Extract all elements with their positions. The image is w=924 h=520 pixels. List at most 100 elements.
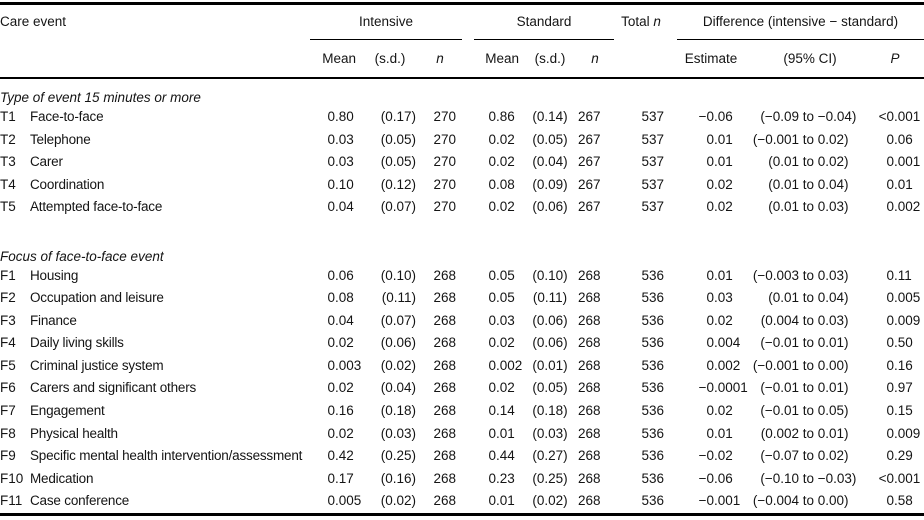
- cell-intensive-sd: (0.11): [381, 290, 416, 306]
- cell-intensive-n: 270: [433, 109, 456, 124]
- cell-standard-sd: (0.02): [532, 493, 568, 509]
- cell-standard-sd: (0.11): [532, 290, 568, 306]
- row-code: F10: [0, 470, 24, 486]
- row-label: Carer: [30, 154, 63, 170]
- care-event-cell: T2 Telephone: [0, 129, 310, 152]
- cell-total-n: 537: [641, 109, 664, 124]
- cell-standard-mean: 0.08: [488, 176, 515, 192]
- row-label: Medication: [30, 470, 94, 486]
- cell-standard-mean: 0.05: [488, 290, 515, 306]
- cell-standard-mean: 0.86: [488, 109, 515, 124]
- top-rule: [0, 2, 924, 5]
- cell-95ci: (−0.01 to 0.01): [760, 335, 849, 351]
- cell-intensive-mean: 0.005: [327, 493, 362, 509]
- cell-total-n: 536: [641, 470, 664, 486]
- cell-95ci: (−0.01 to 0.05): [760, 403, 849, 419]
- cell-intensive-sd: (0.12): [380, 176, 416, 192]
- row-label: Face-to-face: [30, 109, 104, 124]
- col-group-standard-label: Standard: [516, 14, 572, 29]
- cell-p-value: 0.58: [886, 493, 913, 509]
- cell-total-n: 537: [641, 154, 664, 170]
- table-row: F11 Case conference 0.005 (0.02) 268 0.01 (0.0…: [0, 490, 924, 513]
- row-code: F6: [0, 380, 16, 396]
- cell-intensive-n: 268: [433, 357, 456, 373]
- cell-standard-n: 268: [578, 380, 601, 396]
- cell-intensive-mean: 0.03: [327, 154, 354, 170]
- cell-intensive-mean: 0.02: [327, 425, 354, 441]
- row-label: Daily living skills: [30, 335, 124, 351]
- cell-95ci: (−0.001 to 0.00): [752, 357, 849, 373]
- cell-p-value: 0.16: [886, 357, 913, 373]
- cell-total-n: 536: [641, 493, 664, 509]
- cell-intensive-sd: (0.04): [380, 380, 416, 396]
- cell-standard-n: 267: [578, 199, 601, 215]
- cell-intensive-sd: (0.02): [380, 493, 416, 509]
- cell-intensive-mean: 0.06: [327, 267, 354, 283]
- cell-intensive-mean: 0.02: [327, 380, 354, 396]
- cell-standard-n: 268: [578, 448, 601, 464]
- care-event-cell: F10 Medication: [0, 468, 310, 491]
- row-label: Finance: [30, 312, 77, 328]
- cell-total-n: 536: [641, 312, 664, 328]
- cell-intensive-sd: (0.07): [380, 199, 416, 215]
- cell-standard-sd: (0.06): [532, 335, 568, 351]
- cell-standard-sd: (0.09): [532, 176, 568, 192]
- row-code: F8: [0, 425, 16, 441]
- cell-standard-n: 267: [578, 109, 601, 124]
- cell-p-value: 0.005: [886, 290, 921, 306]
- cell-95ci: (−0.10 to −0.03): [760, 470, 857, 486]
- cell-intensive-n: 268: [433, 380, 456, 396]
- row-label: Occupation and leisure: [30, 290, 164, 306]
- cell-standard-n: 268: [578, 312, 601, 328]
- care-event-cell: F7 Engagement: [0, 400, 310, 423]
- cell-intensive-mean: 0.42: [327, 448, 354, 464]
- row-label: Housing: [30, 267, 79, 283]
- row-code: T1: [0, 109, 16, 124]
- cell-standard-mean: 0.03: [488, 312, 515, 328]
- cell-standard-sd: (0.06): [532, 312, 568, 328]
- col-group-intensive-label: Intensive: [358, 14, 414, 29]
- cell-standard-sd: (0.05): [532, 131, 568, 147]
- row-code: F1: [0, 267, 16, 283]
- cell-95ci: (−0.003 to 0.03): [752, 267, 849, 283]
- col-header-standard-mean: Mean: [485, 51, 519, 66]
- col-header-care-event: Care event: [0, 14, 67, 29]
- care-event-cell: T1 Face-to-face: [0, 106, 310, 129]
- cell-95ci: (−0.09 to −0.04): [760, 109, 857, 124]
- table-row: T4 Coordination 0.10 (0.12) 270 0.08 (0.09) 267…: [0, 174, 924, 197]
- row-label: Case conference: [30, 493, 130, 509]
- col-group-difference-label: Difference (intensive − standard): [702, 14, 899, 29]
- care-event-cell: T3 Carer: [0, 151, 310, 174]
- cell-intensive-n: 268: [433, 425, 456, 441]
- row-label: Criminal justice system: [30, 357, 164, 373]
- cell-intensive-sd: (0.05): [380, 154, 416, 170]
- cell-difference-estimate: 0.03: [706, 290, 733, 306]
- care-event-cell: F1 Housing: [0, 265, 310, 288]
- cell-95ci: (−0.004 to 0.00): [752, 493, 849, 509]
- cell-p-value: 0.50: [886, 335, 913, 351]
- cell-intensive-mean: 0.80: [327, 109, 354, 124]
- care-event-cell: F5 Criminal justice system: [0, 355, 310, 378]
- cell-intensive-sd: (0.07): [380, 312, 416, 328]
- row-code: F2: [0, 290, 16, 306]
- table-row: F5 Criminal justice system 0.003 (0.02) 268 0…: [0, 355, 924, 378]
- cell-standard-n: 268: [578, 425, 601, 441]
- cell-95ci: (−0.07 to 0.02): [760, 448, 849, 464]
- cell-difference-estimate: 0.01: [706, 267, 733, 283]
- cell-total-n: 537: [641, 199, 664, 215]
- care-event-cell: F3 Finance: [0, 310, 310, 333]
- cell-standard-n: 268: [578, 335, 601, 351]
- cell-total-n: 536: [641, 448, 664, 464]
- cell-difference-estimate: 0.01: [706, 131, 733, 147]
- cell-standard-n: 268: [578, 493, 601, 509]
- cell-intensive-n: 268: [433, 267, 456, 283]
- section-header: Focus of face-to-face event: [0, 248, 164, 264]
- bottom-rule: [0, 512, 924, 516]
- cell-standard-sd: (0.14): [532, 109, 568, 124]
- cell-95ci: (−0.01 to 0.01): [760, 380, 849, 396]
- cell-standard-mean: 0.14: [488, 403, 515, 419]
- table-row: T2 Telephone 0.03 (0.05) 270 0.02 (0.05) 267 537…: [0, 129, 924, 152]
- cell-standard-sd: (0.05): [532, 380, 568, 396]
- table-row: F3 Finance 0.04 (0.07) 268 0.03 (0.06) 268 536 0.…: [0, 310, 924, 333]
